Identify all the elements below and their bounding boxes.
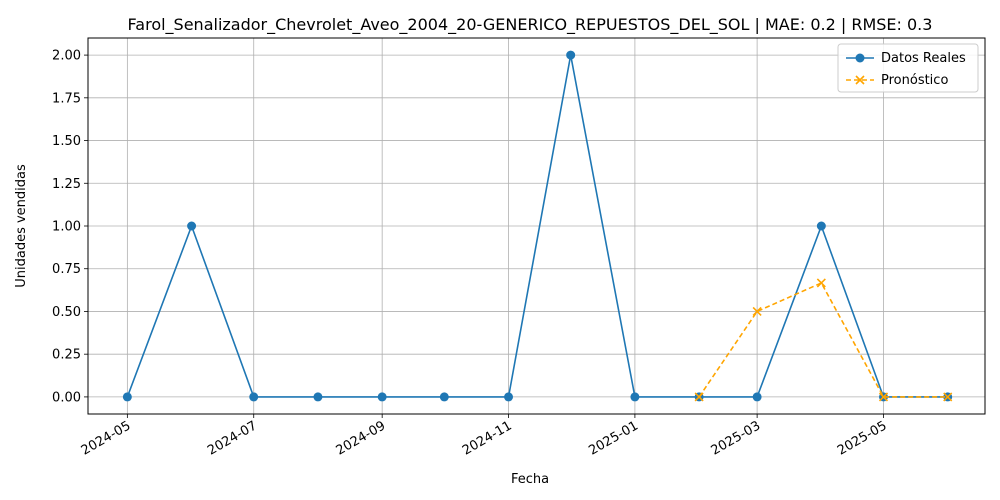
series-1-point (878, 392, 889, 402)
x-axis-label: Fecha (511, 472, 549, 487)
series-1-point (694, 392, 704, 402)
x-tick-label: 2024-11 (460, 418, 515, 458)
series-0-point (630, 392, 640, 402)
series-0-point (504, 392, 514, 402)
series-0-point (816, 221, 826, 231)
series-line-0 (126, 54, 948, 398)
legend-label-datos-reales: Datos Reales (881, 51, 966, 66)
y-axis: 0.00 0.25 0.50 0.75 1.00 1.25 1.50 1.75 2.00 (52, 49, 88, 405)
series-0-point (566, 50, 576, 60)
x-axis: 2024-05 2024-07 2024-09 2024-11 2025-01 2025-… (79, 414, 890, 459)
y-tick-label: 0.75 (52, 262, 81, 277)
x-tick-label: 2025-03 (709, 418, 764, 458)
series-0-point (752, 392, 762, 402)
y-tick-label: 1.50 (52, 134, 81, 149)
x-tick-label: 2025-01 (586, 418, 641, 458)
series-0-point (249, 392, 259, 402)
legend-item-pronostico: Pronóstico (846, 73, 948, 88)
chart-title: Farol_Senalizador_Chevrolet_Aveo_2004_20… (128, 15, 933, 35)
series-1-point (816, 278, 826, 288)
legend-item-datos-reales: Datos Reales (846, 51, 966, 66)
series-1-point (943, 392, 953, 402)
y-tick-label: 0.50 (52, 305, 81, 320)
x-tick-label: 2024-05 (79, 418, 134, 458)
legend-label-pronostico: Pronóstico (881, 73, 948, 88)
series-0-point (187, 221, 197, 231)
series-0-point (377, 392, 387, 402)
grid-lines (88, 38, 985, 414)
series-layer (122, 50, 953, 402)
series-0-point (439, 392, 449, 402)
legend: Datos Reales Pronóstico (837, 43, 979, 93)
y-tick-label: 1.75 (52, 91, 81, 106)
series-1-point (752, 306, 762, 317)
x-tick-label: 2024-07 (205, 418, 260, 458)
y-tick-label: 1.25 (52, 177, 81, 192)
x-tick-label: 2025-05 (835, 418, 890, 458)
x-tick-label: 2024-09 (334, 418, 389, 458)
y-tick-label: 0.25 (52, 348, 81, 363)
y-tick-label: 2.00 (52, 49, 81, 64)
series-0-point (313, 392, 323, 402)
series-0-point (122, 392, 132, 402)
y-tick-label: 1.00 (52, 220, 81, 235)
series-line-1 (698, 281, 948, 398)
y-axis-label: Unidades vendidas (14, 164, 29, 288)
y-tick-label: 0.00 (52, 390, 81, 405)
